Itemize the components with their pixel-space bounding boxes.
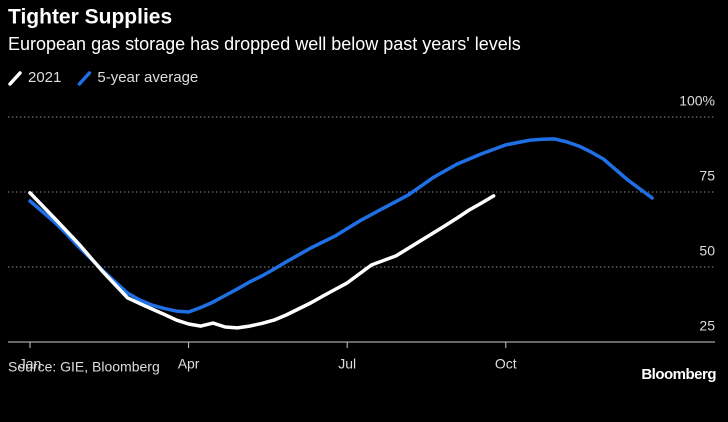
y-tick-label: 75	[699, 168, 715, 184]
legend-swatch	[77, 71, 92, 86]
x-tick-label: Jan	[19, 356, 42, 372]
legend-swatch	[8, 71, 22, 86]
series-line	[28, 191, 496, 330]
y-tick-label: 25	[699, 318, 715, 334]
y-tick-label: 50	[699, 243, 715, 259]
legend-label: 5-year average	[97, 69, 198, 86]
x-tick-label: Jul	[338, 356, 356, 372]
x-tick-label: Oct	[495, 356, 517, 372]
chart-title: Tighter Supplies	[8, 6, 172, 29]
legend-label: 2021	[28, 69, 61, 86]
logo: Bloomberg	[641, 366, 716, 383]
y-tick-label: 100%	[679, 93, 715, 109]
chart-subtitle: European gas storage has dropped well be…	[8, 34, 521, 54]
source: Source: GIE, Bloomberg	[8, 359, 160, 375]
series-line	[28, 137, 654, 314]
x-tick-label: Apr	[178, 356, 200, 372]
